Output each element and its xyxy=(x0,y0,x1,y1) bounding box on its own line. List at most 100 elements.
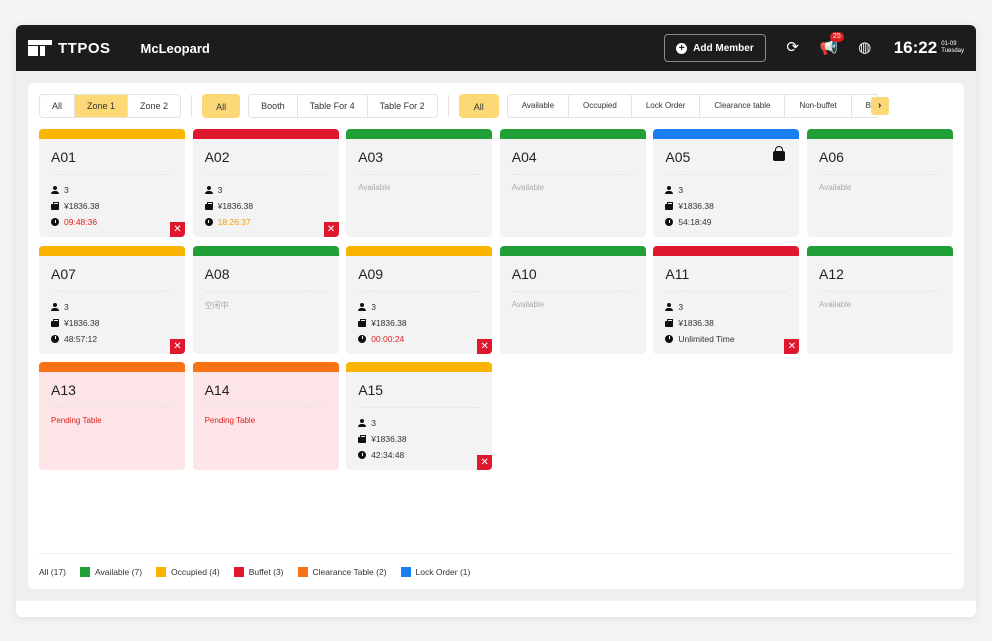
order-amount: ¥1836.38 xyxy=(204,198,254,214)
table-name: A07 xyxy=(51,265,76,282)
zone-tab[interactable]: Zone 2 xyxy=(140,101,169,111)
table-status-bar xyxy=(192,129,339,139)
table-card[interactable]: A15 3 ¥1836.38 42:34:48 ✕ xyxy=(346,362,493,470)
clock-icon xyxy=(665,334,674,343)
close-table-button[interactable]: ✕ xyxy=(477,455,493,470)
legend-label: Buffet (3) xyxy=(248,567,284,577)
divider xyxy=(447,95,449,117)
table-card[interactable]: A14 Pending Table xyxy=(192,362,339,470)
person-icon xyxy=(665,302,674,311)
guest-count-value: 3 xyxy=(678,301,684,312)
status-tab[interactable]: Available xyxy=(508,95,570,117)
table-info: 3 ¥1836.38 48:57:12 xyxy=(51,299,99,347)
table-name: A01 xyxy=(51,149,76,165)
table-card[interactable]: A10 Available xyxy=(499,245,646,354)
table-status-text: Available xyxy=(819,299,852,309)
close-table-button[interactable]: ✕ xyxy=(170,222,185,237)
table-type-filter: Booth Table For 4 Table For 2 xyxy=(248,94,438,118)
table-card[interactable]: A06 Available xyxy=(807,129,953,237)
divider xyxy=(191,95,193,117)
table-card[interactable]: A11 3 ¥1836.38 Unlimited Time ✕ xyxy=(653,245,800,354)
scroll-right-button[interactable]: › xyxy=(870,97,889,115)
table-card[interactable]: A12 Available xyxy=(807,245,953,354)
order-amount: ¥1836.38 xyxy=(358,431,407,447)
table-status-text: Available xyxy=(819,183,852,192)
elapsed-time: 48:57:12 xyxy=(51,331,99,347)
table-status-bar xyxy=(653,129,800,139)
close-table-button[interactable]: ✕ xyxy=(323,222,339,237)
guest-count-value: 3 xyxy=(64,185,69,195)
refresh-icon[interactable]: ⟳ xyxy=(786,39,799,56)
table-card[interactable]: A07 3 ¥1836.38 48:57:12 ✕ xyxy=(39,245,185,354)
person-icon xyxy=(665,186,674,194)
elapsed-time-value: 54:18:49 xyxy=(678,217,712,227)
close-table-button[interactable]: ✕ xyxy=(170,338,185,354)
table-info: 3 ¥1836.38 42:34:48 xyxy=(358,415,407,463)
table-card[interactable]: A05 3 ¥1836.38 54:18:49 xyxy=(653,129,800,237)
order-amount-value: ¥1836.38 xyxy=(64,201,100,211)
table-type-tab[interactable]: Booth xyxy=(249,95,298,117)
table-card[interactable]: A04 Available xyxy=(499,129,646,237)
close-table-button[interactable]: ✕ xyxy=(784,338,800,354)
close-table-button[interactable]: ✕ xyxy=(477,338,493,354)
table-card[interactable]: A13 Pending Table xyxy=(39,362,185,470)
globe-icon[interactable]: ◍ xyxy=(858,39,872,56)
table-status-text: Pending Table xyxy=(51,416,102,425)
table-card[interactable]: A08 空闲中 xyxy=(192,245,339,354)
status-tab[interactable]: Non-buffet xyxy=(785,95,852,117)
order-amount-value: ¥1836.38 xyxy=(678,317,714,328)
card-divider xyxy=(204,407,327,408)
elapsed-time-value: 42:34:48 xyxy=(371,450,405,460)
legend-swatch xyxy=(400,567,411,577)
guest-count-value: 3 xyxy=(678,185,684,195)
legend-item: Available (7) xyxy=(79,567,142,577)
type-filter-all[interactable]: All xyxy=(202,94,241,118)
announcement-icon[interactable]: 📢 25 xyxy=(820,32,844,57)
bag-icon xyxy=(665,318,674,327)
status-tab[interactable]: Bu xyxy=(852,95,878,117)
table-card[interactable]: A09 3 ¥1836.38 00:00:24 ✕ xyxy=(346,245,493,354)
bag-icon xyxy=(51,318,59,327)
table-status-bar xyxy=(192,362,339,372)
table-name: A03 xyxy=(358,149,384,165)
add-member-button[interactable]: + Add Member xyxy=(664,34,766,62)
card-divider xyxy=(51,174,173,175)
table-card[interactable]: A03 Available xyxy=(346,129,493,237)
table-card[interactable]: A01 3 ¥1836.38 09:48:36 ✕ xyxy=(39,129,185,237)
card-divider xyxy=(665,290,788,292)
zone-filter: All Zone 1 Zone 2 xyxy=(39,94,182,118)
status-tab[interactable]: Lock Order xyxy=(632,95,701,117)
guest-count: 3 xyxy=(204,182,253,198)
clock-date: 01-09 Tuesday xyxy=(941,41,964,55)
guest-count: 3 xyxy=(665,299,734,315)
legend-swatch xyxy=(233,567,244,577)
status-legend: All (17) Available (7) Occupied (4) Buffet… xyxy=(39,553,953,577)
card-divider xyxy=(511,174,634,175)
status-tab[interactable]: Occupied xyxy=(569,95,632,117)
table-type-tab[interactable]: Table For 4 xyxy=(298,95,368,117)
order-amount-value: ¥1836.38 xyxy=(217,201,254,211)
person-icon xyxy=(51,186,59,194)
zone-tab[interactable]: Zone 1 xyxy=(75,95,129,117)
legend-item: Occupied (4) xyxy=(156,567,220,577)
guest-count-value: 3 xyxy=(64,301,69,312)
bag-icon xyxy=(51,202,59,210)
table-status-bar xyxy=(346,245,493,256)
table-status-text: Pending Table xyxy=(204,416,256,425)
table-info: 3 ¥1836.38 Unlimited Time xyxy=(665,299,735,347)
zone-tab[interactable]: All xyxy=(40,95,76,117)
elapsed-time: 42:34:48 xyxy=(358,447,406,463)
clock-icon xyxy=(358,451,367,459)
bag-icon xyxy=(665,202,674,210)
bottom-strip xyxy=(16,601,976,617)
store-name: McLeopard xyxy=(140,40,210,56)
elapsed-time-value: 09:48:36 xyxy=(64,217,98,227)
bag-icon xyxy=(358,435,367,443)
clock-time: 16:22 xyxy=(893,38,938,57)
status-tab[interactable]: Clearance table xyxy=(700,95,786,117)
table-type-tab[interactable]: Table For 2 xyxy=(379,101,425,111)
table-card[interactable]: A02 3 ¥1836.38 18:26:37 ✕ xyxy=(192,129,339,237)
table-name: A06 xyxy=(819,149,844,165)
status-filter: Available Occupied Lock Order Clearance tab… xyxy=(506,94,879,118)
status-filter-all[interactable]: All xyxy=(458,94,499,118)
